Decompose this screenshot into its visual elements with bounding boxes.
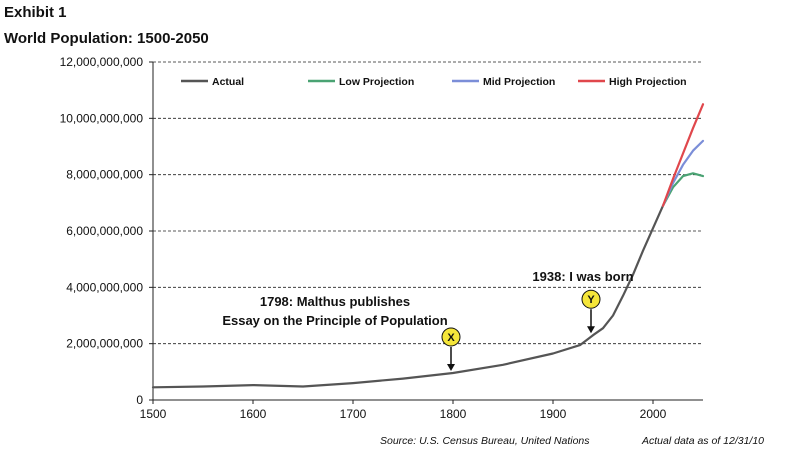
source-note: Source: U.S. Census Bureau, United Natio… — [380, 435, 590, 447]
annotations: X 1798: Malthus publishes Essay on the Pri… — [222, 269, 634, 371]
series-line-actual — [151, 204, 665, 389]
legend: Actual Low Projection Mid Projection High P… — [181, 76, 687, 88]
annotation-arrowhead — [587, 326, 595, 334]
y-tick-label: 12,000,000,000 — [60, 55, 144, 69]
data-date-note: Actual data as of 12/31/10 — [641, 435, 764, 447]
axes — [149, 61, 703, 404]
chart-title: World Population: 1500-2050 — [4, 30, 209, 47]
annotation-marker — [441, 327, 461, 347]
y-tick-label: 4,000,000,000 — [66, 280, 143, 294]
annotation-marker-letter: X — [447, 332, 455, 344]
x-tick-label: 1600 — [240, 407, 267, 421]
legend-label: High Projection — [609, 76, 687, 88]
series-line-low-projection — [661, 172, 705, 207]
x-tick-label: 1800 — [440, 407, 467, 421]
series-lines — [151, 103, 705, 389]
x-tick-label: 1500 — [140, 407, 167, 421]
legend-label: Actual — [212, 76, 244, 88]
annotation-text: 1938: I was born — [532, 269, 633, 284]
y-tick-label: 2,000,000,000 — [66, 337, 143, 351]
y-tick-label: 8,000,000,000 — [66, 168, 143, 182]
x-tick-label: 1700 — [340, 407, 367, 421]
series-line-high-projection — [661, 103, 705, 207]
legend-label: Low Projection — [339, 76, 414, 88]
x-tick-label: 1900 — [540, 407, 567, 421]
y-tick-label: 0 — [136, 393, 143, 407]
gridlines — [153, 61, 703, 345]
x-tick-label: 2000 — [640, 407, 667, 421]
annotation-arrowhead — [447, 363, 455, 371]
annotation-marker-letter: Y — [587, 294, 595, 306]
exhibit-label: Exhibit 1 — [4, 4, 67, 21]
annotation-text: Essay on the Principle of Population — [222, 313, 447, 328]
annotation-marker — [581, 289, 601, 309]
tick-labels: 0 2,000,000,000 4,000,000,000 6,000,000,000… — [60, 55, 667, 421]
annotation-text: 1798: Malthus publishes — [260, 294, 410, 309]
legend-label: Mid Projection — [483, 76, 555, 88]
y-tick-label: 6,000,000,000 — [66, 224, 143, 238]
y-tick-label: 10,000,000,000 — [60, 111, 144, 125]
